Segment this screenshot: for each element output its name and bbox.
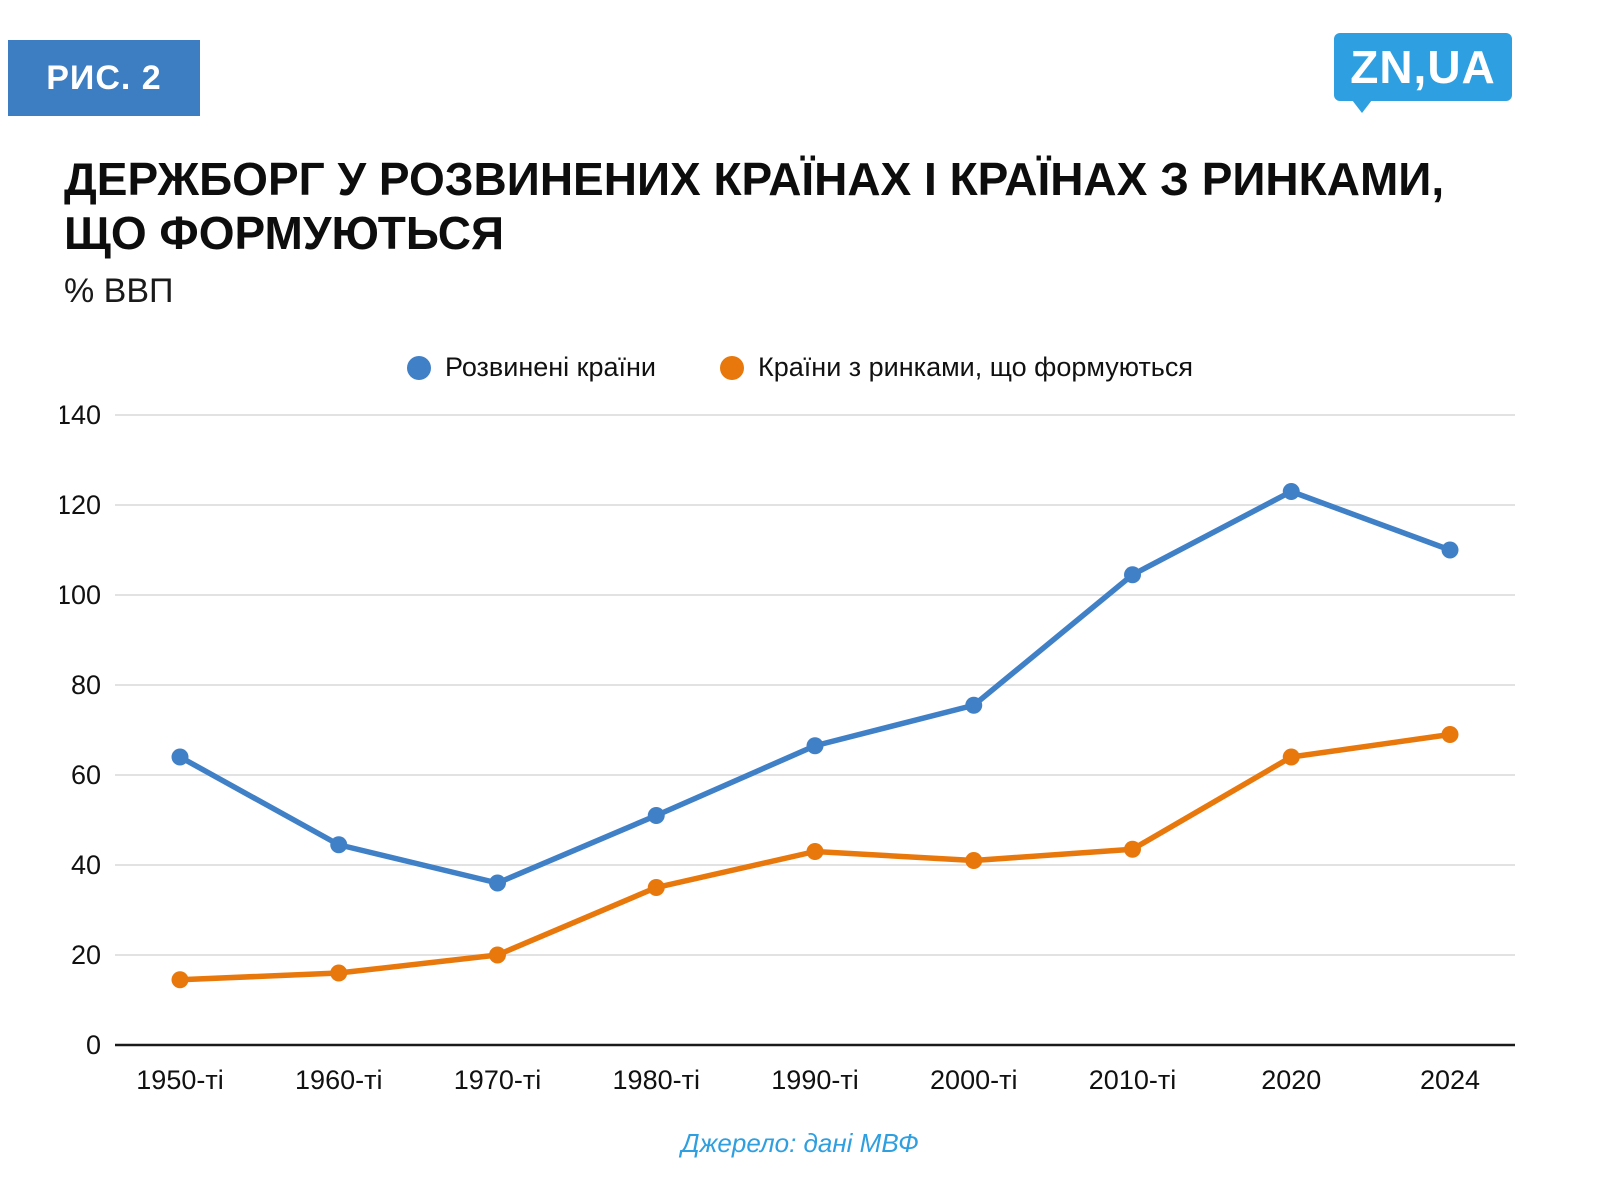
svg-text:100: 100 xyxy=(60,580,101,610)
svg-text:40: 40 xyxy=(71,850,101,880)
legend-item-emerging: Країни з ринками, що формуються xyxy=(720,352,1193,383)
svg-text:20: 20 xyxy=(71,940,101,970)
svg-text:2020: 2020 xyxy=(1261,1065,1321,1095)
svg-text:120: 120 xyxy=(60,490,101,520)
source-note: Джерело: дані МВФ xyxy=(681,1128,919,1158)
znua-logo-text: ZN,UA xyxy=(1350,41,1496,93)
chart-subtitle: % ВВП xyxy=(64,272,174,310)
figure-number-label: РИС. 2 xyxy=(46,58,162,97)
svg-text:1950-ті: 1950-ті xyxy=(136,1065,223,1095)
line-chart-canvas: 0 20 40 60 80 100 120 140 1950-ті 1960-ті 1970-ті 1… xyxy=(60,400,1515,1095)
legend-label-emerging: Країни з ринками, що формуються xyxy=(758,352,1193,382)
chart-title: Держборг у розвинених країнах і країнах … xyxy=(64,153,1445,260)
svg-text:80: 80 xyxy=(71,670,101,700)
svg-text:1970-ті: 1970-ті xyxy=(454,1065,541,1095)
legend-item-developed: Розвинені країни xyxy=(407,352,656,383)
legend-dot-orange-icon xyxy=(720,355,745,380)
legend-label-developed: Розвинені країни xyxy=(445,352,657,382)
chart-legend: Розвинені країни Країни з ринками, що фо… xyxy=(0,352,1600,383)
svg-text:1980-ті: 1980-ті xyxy=(613,1065,700,1095)
svg-text:1960-ті: 1960-ті xyxy=(295,1065,382,1095)
legend-dot-blue-icon xyxy=(407,355,431,380)
svg-text:2024: 2024 xyxy=(1420,1065,1480,1095)
svg-text:140: 140 xyxy=(60,400,101,430)
svg-text:2000-ті: 2000-ті xyxy=(930,1065,1017,1095)
line-chart: 0 20 40 60 80 100 120 140 1950-ті 1960-ті 1970-ті 1… xyxy=(60,400,1540,1110)
figure-number-badge: РИС. 2 xyxy=(8,40,200,116)
svg-text:1990-ті: 1990-ті xyxy=(771,1065,858,1095)
svg-text:60: 60 xyxy=(71,760,101,790)
svg-text:0: 0 xyxy=(86,1030,101,1060)
znua-logo: ZN,UA xyxy=(1334,33,1512,113)
svg-text:2010-ті: 2010-ті xyxy=(1089,1065,1176,1095)
